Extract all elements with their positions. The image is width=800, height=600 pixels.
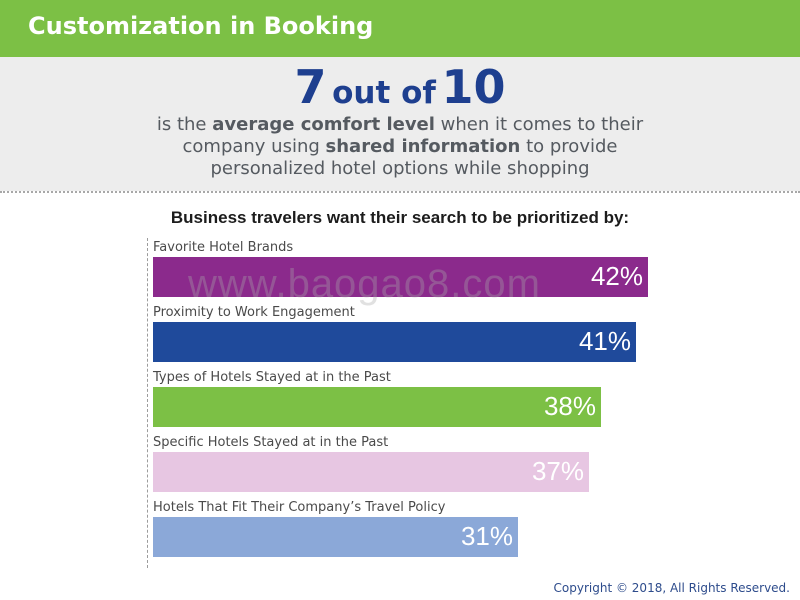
section-divider (0, 191, 800, 193)
bar-label: Hotels That Fit Their Company’s Travel P… (153, 500, 446, 515)
bar-value-label: 41% (578, 326, 631, 356)
bar-label: Types of Hotels Stayed at in the Past (153, 370, 391, 385)
stat-connector: out of (332, 75, 436, 111)
watermark: www.baogao8.com (188, 262, 541, 306)
bar-value-label: 31% (460, 521, 513, 551)
bar-label: Specific Hotels Stayed at in the Past (153, 435, 389, 450)
stat-headline: 7 out of 10 (0, 60, 800, 114)
stat-panel (0, 57, 800, 191)
bar: 42% (153, 257, 648, 297)
stat-description: is the average comfort level when it com… (100, 114, 700, 180)
line2-post: to provide (520, 136, 618, 157)
line2-emphasis: shared information (325, 136, 521, 157)
chart-axis-line (147, 238, 148, 568)
copyright-footer: Copyright © 2018, All Rights Reserved. (553, 581, 790, 595)
stat-description-line-3: personalized hotel options while shoppin… (210, 158, 590, 179)
bar-value-label: 42% (590, 261, 643, 291)
line1-post: when it comes to their (434, 114, 644, 135)
bar-value-label: 37% (531, 456, 584, 486)
header-banner: Customization in Booking (0, 0, 800, 57)
bar: 41% (153, 322, 636, 362)
line1-pre: is the (156, 114, 213, 135)
stat-total: 10 (441, 60, 506, 114)
line1-emphasis: average comfort level (212, 114, 435, 135)
line2-pre: company using (182, 136, 326, 157)
stat-number: 7 (294, 60, 327, 114)
bar: 38% (153, 387, 601, 427)
page-title: Customization in Booking (28, 12, 374, 40)
chart-title: Business travelers want their search to … (170, 208, 630, 227)
stat-description-line-1: is the average comfort level when it com… (100, 114, 700, 136)
stat-description-line-2: company using shared information to prov… (100, 136, 700, 158)
bar: 37% (153, 452, 589, 492)
bar: 31% (153, 517, 518, 557)
bar-label: Favorite Hotel Brands (153, 240, 294, 255)
bar-value-label: 38% (543, 391, 596, 421)
bar-label: Proximity to Work Engagement (153, 305, 355, 320)
